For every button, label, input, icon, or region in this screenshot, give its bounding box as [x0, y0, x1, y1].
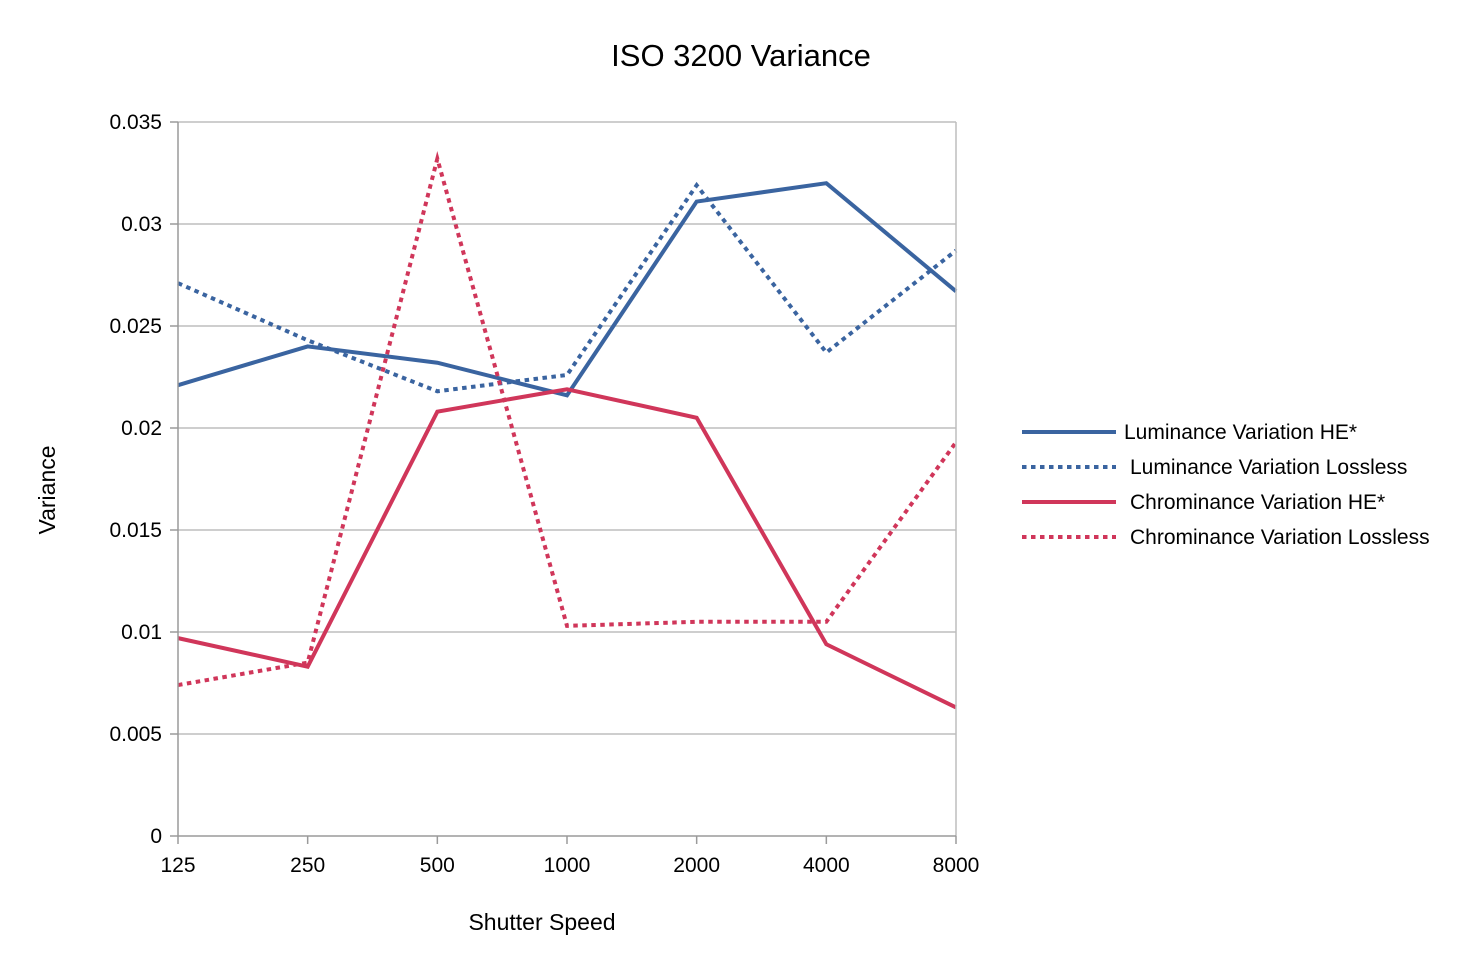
y-tick-label: 0.015 [109, 519, 162, 542]
x-axis-title: Shutter Speed [468, 909, 615, 935]
series-line [177, 181, 958, 398]
legend-label: Chrominance Variation Lossless [1130, 526, 1430, 549]
x-tick-label: 1000 [544, 854, 591, 877]
y-tick-label: 0.025 [109, 315, 162, 338]
series-line [177, 387, 957, 710]
chart-title: ISO 3200 Variance [611, 38, 871, 73]
x-tick-label: 500 [420, 854, 455, 877]
legend-label: Luminance Variation HE* [1124, 421, 1357, 444]
axes: 0 0.005 0.01 0.015 0.02 0.025 0.03 0.035 125 250 5… [109, 111, 979, 877]
y-axis-title: Variance [34, 445, 60, 534]
y-tick-label: 0.03 [121, 213, 162, 236]
x-tick-label: 125 [160, 854, 195, 877]
legend-label: Luminance Variation Lossless [1130, 456, 1407, 479]
y-tick-label: 0.005 [109, 723, 162, 746]
x-tick-label: 2000 [673, 854, 720, 877]
gridlines [178, 121, 956, 735]
legend: Luminance Variation HE* Luminance Variati… [1022, 421, 1430, 549]
x-tick-label: 4000 [803, 854, 850, 877]
legend-label: Chrominance Variation HE* [1130, 491, 1385, 514]
y-tick-label: 0 [150, 825, 162, 848]
series-line [177, 150, 958, 688]
series-line [177, 181, 958, 394]
x-tick-label: 8000 [933, 854, 980, 877]
y-tick-label: 0.02 [121, 417, 162, 440]
x-tick-label: 250 [290, 854, 325, 877]
y-tick-label: 0.035 [109, 111, 162, 134]
series-layer [177, 150, 958, 710]
y-tick-label: 0.01 [121, 621, 162, 644]
